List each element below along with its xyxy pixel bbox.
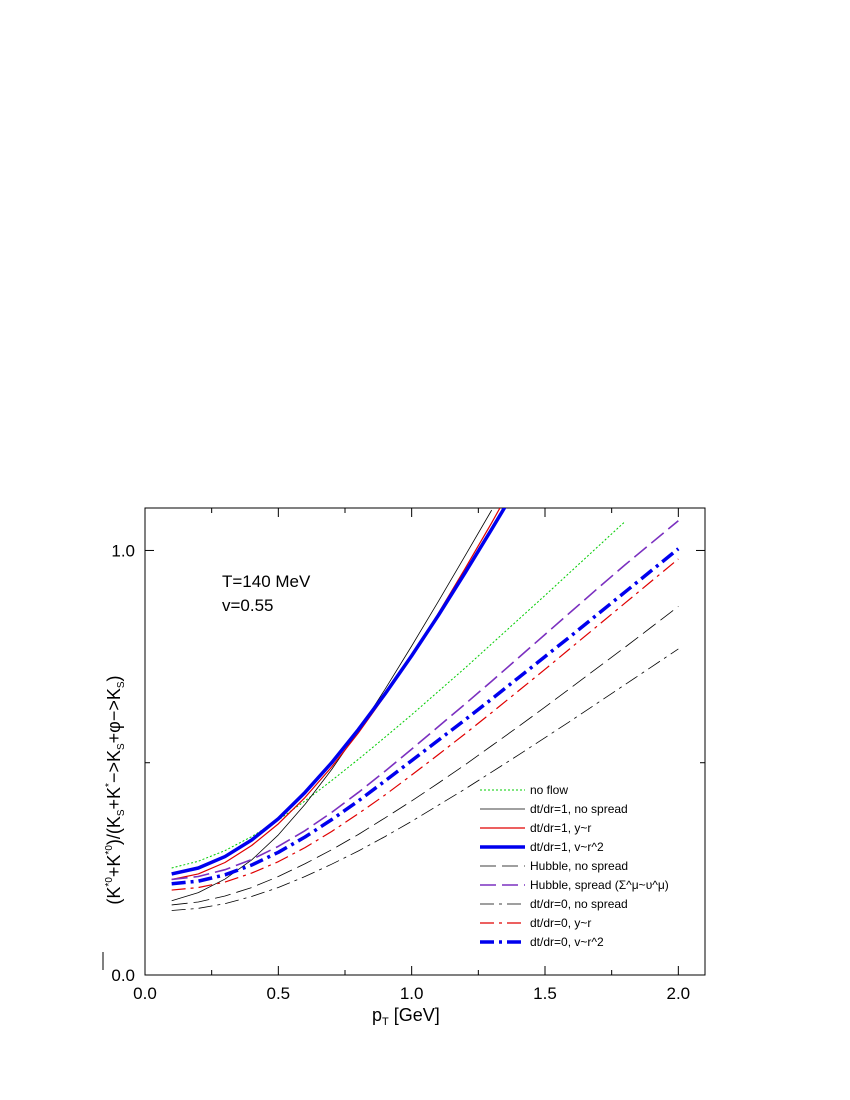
- plot-frame: [144, 507, 706, 976]
- y-axis-title: (K*0+K*0)/(KS+K*−>KS+φ−>KS): [102, 675, 127, 970]
- series-line-5: [171, 520, 679, 881]
- legend-label-0: no flow: [530, 783, 568, 797]
- legend-label-3: dt/dr=1, v~r^2: [530, 840, 604, 854]
- annotation-temperature: T=140 MeV: [222, 572, 311, 591]
- legend-label-1: dt/dr=1, no spread: [530, 802, 628, 816]
- legend: no flow dt/dr=1, no spread dt/dr=1, y~r dt/…: [480, 783, 669, 949]
- legend-label-5: Hubble, spread (Σ^μ~υ^μ): [530, 878, 669, 892]
- y-tick-label: 0.0: [111, 966, 135, 985]
- series-line-0: [171, 521, 626, 869]
- legend-label-2: dt/dr=1, y~r: [530, 821, 591, 835]
- annotation-velocity: v=0.55: [222, 596, 274, 615]
- x-tick-label: 1.0: [400, 984, 424, 1003]
- x-tick-label: 0.5: [267, 984, 291, 1003]
- series-line-1: [171, 509, 493, 902]
- series-line-4: [171, 606, 679, 906]
- series-layer: [171, 508, 680, 911]
- x-tick-label: 0.0: [133, 984, 157, 1003]
- legend-label-8: dt/dr=0, v~r^2: [530, 935, 604, 949]
- x-tick-label: 2.0: [667, 984, 691, 1003]
- series-line-8: [171, 547, 680, 886]
- legend-label-4: Hubble, no spread: [530, 859, 628, 873]
- x-tick-label: 1.5: [533, 984, 557, 1003]
- series-line-3: [171, 508, 507, 876]
- series-line-2: [171, 508, 501, 881]
- svg-text:(K*0+K*0)/(KS+K*−>KS+φ−>KS): (K*0+K*0)/(KS+K*−>KS+φ−>KS): [104, 675, 127, 904]
- x-axis-title: pT [GeV]: [372, 1005, 440, 1028]
- axis-ticks: 0.0 0.5 1.0 1.5 2.0 0.0 1.0: [111, 508, 705, 1003]
- series-line-6: [171, 648, 679, 911]
- legend-label-7: dt/dr=0, y~r: [530, 916, 591, 930]
- series-line-7: [171, 558, 679, 891]
- y-tick-label: 1.0: [111, 541, 135, 560]
- legend-label-6: dt/dr=0, no spread: [530, 897, 628, 911]
